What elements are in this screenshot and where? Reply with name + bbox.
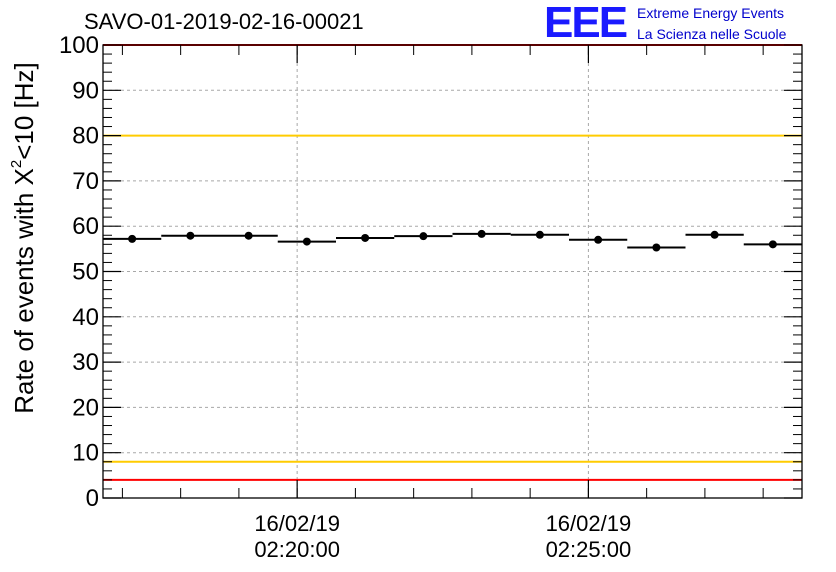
y-tick-label: 40: [72, 304, 99, 331]
y-tick-label: 10: [72, 440, 99, 467]
data-point: [768, 240, 777, 249]
tick-labels: 010203040506070809010016/02/1902:20:0016…: [59, 32, 631, 562]
y-tick-label: 0: [86, 485, 99, 512]
grid-lines: [103, 44, 802, 499]
data-point: [186, 231, 195, 240]
axis-ticks: [103, 44, 802, 499]
y-axis-label: Rate of events with X2<10 [Hz]: [8, 62, 40, 414]
logo-line-1: Extreme Energy Events: [637, 5, 785, 21]
reference-lines: [103, 44, 802, 481]
eee-logo-mark: EEE: [544, 0, 628, 47]
data-point: [477, 229, 486, 238]
y-tick-label: 60: [72, 213, 99, 240]
data-point: [361, 233, 370, 242]
y-axis-label-sup: 2: [8, 159, 25, 169]
data-point: [594, 235, 603, 244]
data-point: [128, 234, 137, 243]
data-point: [710, 230, 719, 239]
y-tick-label: 80: [72, 123, 99, 150]
eee-logo: EEE Extreme Energy Events La Scienza nel…: [540, 0, 830, 47]
y-axis-label-prefix: Rate of events with X: [9, 168, 39, 414]
y-tick-label: 30: [72, 349, 99, 376]
y-axis-label-suffix: <10 [Hz]: [9, 62, 39, 160]
data-point: [535, 230, 544, 239]
x-tick-label-date: 16/02/19: [254, 511, 340, 536]
data-series: [103, 229, 802, 252]
x-tick-label-time: 02:25:00: [546, 537, 632, 562]
y-tick-label: 90: [72, 77, 99, 104]
data-point: [652, 243, 661, 252]
data-point: [419, 232, 428, 241]
logo-line-2: La Scienza nelle Scuole: [637, 26, 787, 42]
x-tick-label-time: 02:20:00: [254, 537, 340, 562]
y-tick-label: 100: [59, 32, 99, 59]
data-point: [244, 231, 253, 240]
chart-title: SAVO-01-2019-02-16-00021: [84, 9, 364, 34]
data-point: [302, 237, 311, 246]
x-tick-label-date: 16/02/19: [546, 511, 632, 536]
y-tick-label: 50: [72, 259, 99, 286]
y-tick-label: 20: [72, 394, 99, 421]
y-tick-label: 70: [72, 168, 99, 195]
